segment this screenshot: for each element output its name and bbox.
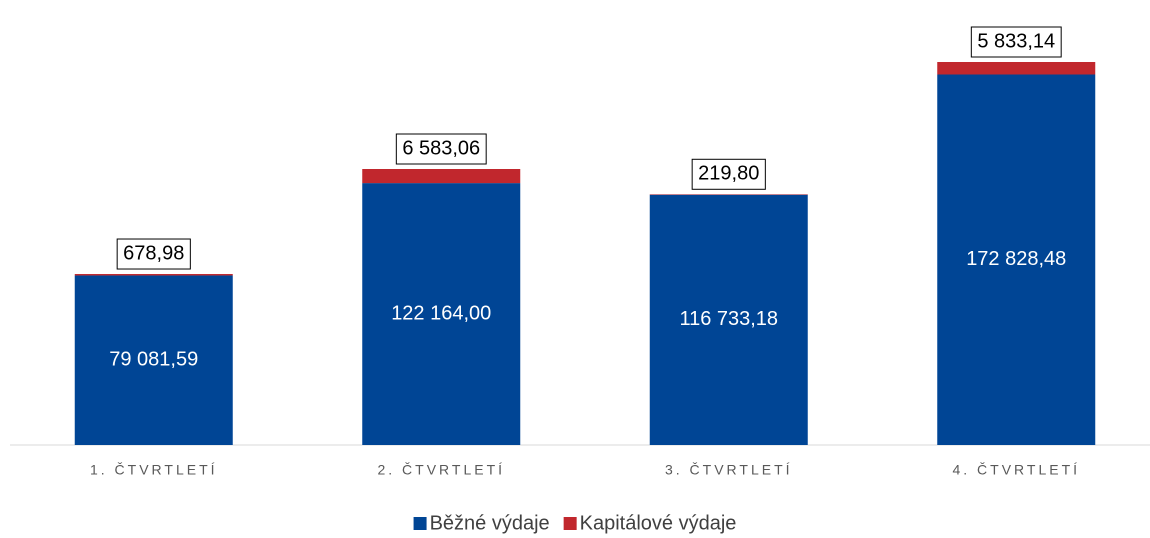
value-label-box [395,133,487,165]
bar-segment [937,62,1096,75]
bar-segment [74,275,233,445]
bar-segment [937,74,1096,445]
value-label-box [970,26,1062,58]
value-label: 6 583,06 [402,137,480,159]
x-tick-label: 2. ČTVRTLETÍ [377,462,505,478]
value-label: 122 164,00 [391,302,491,324]
bar-segment [74,274,233,276]
value-label-box [116,238,191,270]
legend-swatch [413,517,427,530]
x-tick-label: 1. ČTVRTLETÍ [90,462,218,478]
value-label-box [691,158,766,190]
value-label: 678,98 [123,242,184,264]
x-tick-label: 3. ČTVRTLETÍ [665,462,793,478]
bar-segment [649,194,808,445]
value-label: 172 828,48 [966,248,1066,270]
legend-label: Kapitálové výdaje [580,512,737,534]
legend-swatch [563,517,577,530]
value-label: 79 081,59 [109,349,198,371]
legend-label: Běžné výdaje [430,512,550,534]
value-label: 116 733,18 [679,308,778,330]
value-label: 5 833,14 [977,30,1055,52]
value-label: 219,80 [698,163,759,185]
bar-segment [362,183,521,445]
bar-segment [362,169,521,184]
x-tick-label: 4. ČTVRTLETÍ [952,462,1080,478]
